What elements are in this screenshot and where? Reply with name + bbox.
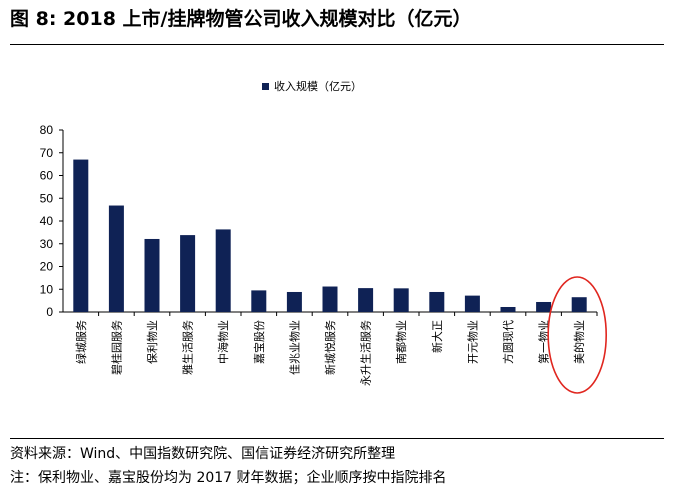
bar (571, 297, 587, 312)
footnote: 注：保利物业、嘉宝股份均为 2017 财年数据；企业顺序按中指院排名 (10, 470, 447, 486)
y-tick-label: 50 (40, 191, 54, 205)
bar (429, 291, 445, 312)
bar (108, 205, 124, 312)
x-category-label: 绿城服务 (74, 320, 88, 364)
chart-legend: 收入规模（亿元） (262, 78, 362, 94)
bar (73, 159, 89, 312)
x-category-label: 新城悦服务 (323, 320, 337, 375)
y-tick-label: 10 (40, 282, 54, 296)
legend-swatch (262, 82, 269, 90)
x-category-label: 保利物业 (145, 320, 159, 364)
x-category-label: 永升生活服务 (359, 320, 373, 386)
x-category-label: 开元物业 (465, 320, 479, 364)
bar (144, 238, 160, 312)
bar (464, 295, 480, 312)
bar (286, 291, 302, 312)
y-tick-label: 30 (40, 237, 54, 251)
x-category-label: 新大正 (430, 320, 444, 353)
legend-label: 收入规模（亿元） (274, 80, 362, 93)
source-note: 资料来源：Wind、中国指数研究院、国信证券经济研究所整理 (10, 446, 396, 462)
figure-title: 图 8: 2018 上市/挂牌物管公司收入规模对比（亿元） (10, 8, 472, 30)
x-category-label: 碧桂园服务 (109, 320, 123, 375)
x-category-label: 雅生活服务 (181, 320, 195, 375)
y-tick-label: 60 (40, 169, 54, 183)
bar (180, 235, 196, 312)
y-tick-label: 80 (40, 123, 54, 137)
bar (215, 229, 231, 312)
bar (251, 290, 267, 312)
bar (358, 288, 374, 312)
y-tick-label: 70 (40, 146, 54, 160)
y-tick-label: 0 (46, 305, 53, 319)
bar (322, 286, 338, 312)
y-tick-label: 20 (40, 260, 54, 274)
x-category-label: 南都物业 (394, 320, 408, 364)
bar-chart: 0 10 20 30 40 50 60 70 80 绿城服务 碧桂园服务 保利物业 雅生活服务 中海物业 嘉… (40, 123, 608, 394)
title-divider (10, 44, 664, 45)
x-category-label: 方圆现代 (501, 320, 515, 364)
y-tick-label: 40 (40, 214, 54, 228)
footer-divider (10, 438, 664, 439)
bar (500, 306, 516, 312)
highlight-circle (547, 276, 608, 394)
x-category-label: 第一物业 (537, 320, 551, 364)
x-category-label: 嘉宝股份 (252, 320, 266, 364)
bar (393, 288, 409, 312)
bar (536, 301, 552, 312)
x-category-label: 佳兆业物业 (287, 320, 301, 375)
x-category-label: 中海物业 (216, 320, 230, 364)
x-category-label: 美的物业 (572, 320, 586, 364)
